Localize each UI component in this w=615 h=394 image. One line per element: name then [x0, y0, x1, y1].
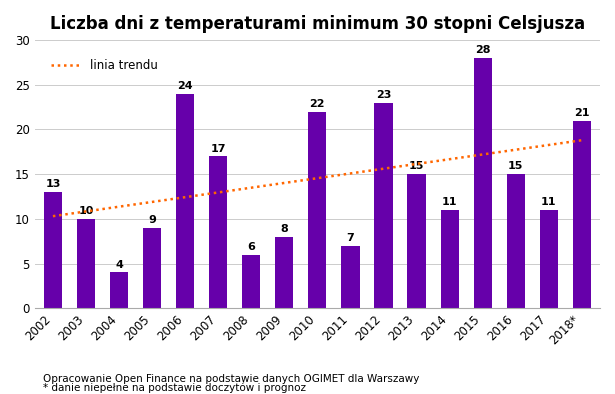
- Text: 21: 21: [574, 108, 590, 118]
- Text: 8: 8: [280, 224, 288, 234]
- Text: Opracowanie Open Finance na podstawie danych OGIMET dla Warszawy: Opracowanie Open Finance na podstawie da…: [43, 374, 419, 384]
- Text: 15: 15: [409, 162, 424, 171]
- Text: * danie niepełne na podstawie doczytów i prognoz: * danie niepełne na podstawie doczytów i…: [43, 383, 306, 393]
- Title: Liczba dni z temperaturami minimum 30 stopni Celsjusza: Liczba dni z temperaturami minimum 30 st…: [50, 15, 585, 33]
- Bar: [242, 255, 260, 308]
- Bar: [474, 58, 492, 308]
- Text: 13: 13: [46, 179, 61, 190]
- Bar: [540, 210, 558, 308]
- Text: 11: 11: [541, 197, 557, 207]
- Bar: [209, 156, 228, 308]
- Text: 15: 15: [508, 162, 523, 171]
- Bar: [110, 273, 128, 308]
- Text: 4: 4: [115, 260, 123, 270]
- Bar: [507, 174, 525, 308]
- Bar: [276, 237, 293, 308]
- Text: 28: 28: [475, 45, 490, 55]
- Bar: [77, 219, 95, 308]
- Text: 10: 10: [78, 206, 93, 216]
- Bar: [176, 94, 194, 308]
- Bar: [143, 228, 161, 308]
- Bar: [341, 246, 360, 308]
- Text: 9: 9: [148, 215, 156, 225]
- Text: 23: 23: [376, 90, 391, 100]
- Legend: linia trendu: linia trendu: [46, 54, 162, 76]
- Text: 22: 22: [309, 99, 325, 109]
- Text: 6: 6: [247, 242, 255, 252]
- Bar: [440, 210, 459, 308]
- Text: 7: 7: [346, 233, 354, 243]
- Bar: [573, 121, 591, 308]
- Bar: [44, 192, 62, 308]
- Text: 17: 17: [210, 144, 226, 154]
- Bar: [408, 174, 426, 308]
- Text: 11: 11: [442, 197, 458, 207]
- Bar: [308, 112, 327, 308]
- Bar: [375, 103, 392, 308]
- Text: 24: 24: [177, 81, 193, 91]
